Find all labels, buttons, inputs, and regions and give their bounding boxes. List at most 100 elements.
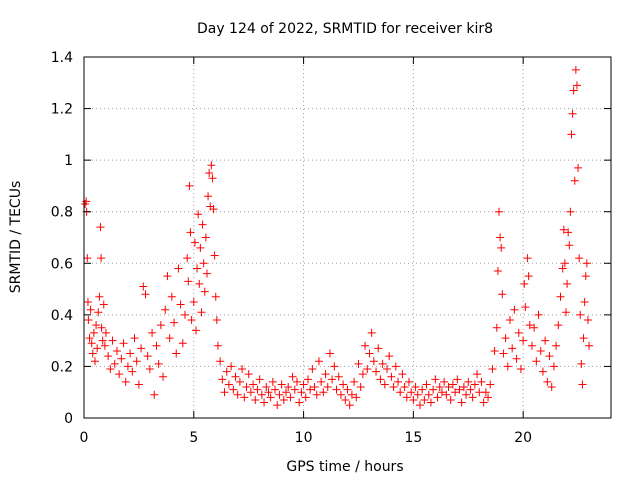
- data-point: [262, 383, 271, 392]
- y-tick-label: 0: [64, 411, 73, 427]
- data-point: [440, 377, 449, 386]
- x-tick-label: 15: [404, 430, 422, 446]
- plot-frame: [83, 56, 612, 419]
- data-point: [462, 390, 471, 399]
- data-point: [525, 321, 534, 330]
- data-point: [121, 377, 130, 386]
- data-point: [172, 349, 181, 358]
- data-point: [473, 370, 482, 379]
- data-point: [312, 390, 321, 399]
- x-axis-label: GPS time / hours: [286, 459, 403, 475]
- data-point: [273, 401, 282, 410]
- data-point: [328, 375, 337, 384]
- data-point: [527, 341, 536, 350]
- data-point: [161, 305, 170, 314]
- data-point: [257, 390, 266, 399]
- data-point: [347, 390, 356, 399]
- data-point: [216, 357, 225, 366]
- data-point: [110, 359, 119, 368]
- data-point: [253, 385, 262, 394]
- data-point: [87, 339, 96, 348]
- data-point: [189, 297, 198, 306]
- data-point: [422, 380, 431, 389]
- data-point: [383, 365, 392, 374]
- data-point: [207, 161, 216, 170]
- x-tick-label: 20: [514, 430, 532, 446]
- y-tick-label: 1.4: [51, 50, 73, 66]
- data-point: [264, 388, 273, 397]
- data-point: [341, 395, 350, 404]
- data-point: [508, 344, 517, 353]
- data-point: [190, 238, 199, 247]
- y-tick-label: 1: [64, 153, 73, 169]
- data-point: [279, 395, 288, 404]
- x-tick-label: 10: [295, 430, 313, 446]
- data-point: [580, 297, 589, 306]
- data-point: [242, 383, 251, 392]
- data-point: [569, 86, 578, 95]
- data-point: [288, 372, 297, 381]
- data-point: [235, 377, 244, 386]
- data-point: [354, 359, 363, 368]
- data-point: [92, 321, 101, 330]
- points-layer: [81, 65, 594, 410]
- data-point: [415, 401, 424, 410]
- data-point: [409, 395, 418, 404]
- data-point: [303, 375, 312, 384]
- data-point: [583, 316, 592, 325]
- data-point: [244, 370, 253, 379]
- data-point: [194, 210, 203, 219]
- data-point: [212, 316, 221, 325]
- data-point: [117, 354, 126, 363]
- data-point: [520, 279, 529, 288]
- data-point: [255, 375, 264, 384]
- data-point: [387, 372, 396, 381]
- data-point: [563, 279, 572, 288]
- data-point: [286, 393, 295, 402]
- data-point: [97, 323, 106, 332]
- data-point: [205, 169, 214, 178]
- data-point: [530, 323, 539, 332]
- data-point: [396, 388, 405, 397]
- data-point: [426, 398, 435, 407]
- data-point: [505, 316, 514, 325]
- data-point: [566, 207, 575, 216]
- data-point: [343, 385, 352, 394]
- data-point: [126, 349, 135, 358]
- data-point: [106, 365, 115, 374]
- data-point: [363, 365, 372, 374]
- data-point: [394, 377, 403, 386]
- data-point: [543, 377, 552, 386]
- data-point: [233, 390, 242, 399]
- data-point: [282, 388, 291, 397]
- data-point: [297, 388, 306, 397]
- data-point: [575, 254, 584, 263]
- data-point: [468, 393, 477, 402]
- data-point: [249, 380, 258, 389]
- data-point: [532, 357, 541, 366]
- y-tick-label: 0.8: [51, 205, 73, 221]
- data-point: [374, 344, 383, 353]
- data-point: [582, 259, 591, 268]
- data-point: [376, 375, 385, 384]
- data-point: [186, 228, 195, 237]
- data-point: [345, 401, 354, 410]
- data-point: [554, 321, 563, 330]
- data-point: [319, 388, 328, 397]
- data-point: [195, 279, 204, 288]
- data-point: [418, 385, 427, 394]
- data-point: [358, 370, 367, 379]
- data-point: [492, 323, 501, 332]
- data-point: [325, 349, 334, 358]
- data-point: [435, 383, 444, 392]
- data-point: [577, 359, 586, 368]
- data-point: [101, 328, 110, 337]
- data-point: [448, 380, 457, 389]
- data-point: [86, 305, 95, 314]
- data-point: [132, 357, 141, 366]
- data-point: [308, 365, 317, 374]
- data-point: [227, 362, 236, 371]
- data-point: [411, 383, 420, 392]
- data-point: [197, 308, 206, 317]
- data-point: [453, 375, 462, 384]
